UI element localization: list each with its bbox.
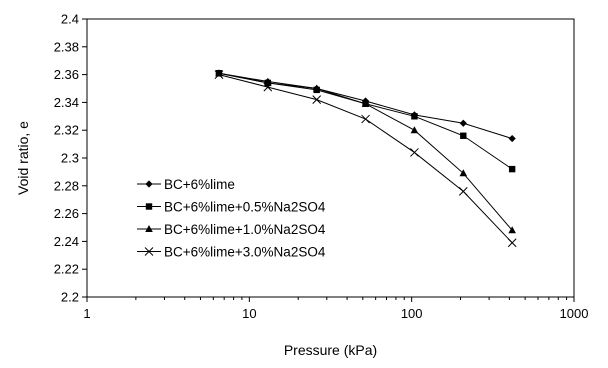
data-point <box>312 95 322 104</box>
y-tick-label: 2.34 <box>54 95 79 110</box>
legend-marker <box>145 180 153 188</box>
axis-ticks <box>82 18 575 302</box>
legend: BC+6%lime BC+6%lime+0.5%Na2SO4 BC+6%lime+1… <box>137 177 326 260</box>
data-point <box>460 132 467 139</box>
data-point <box>215 69 223 77</box>
data-point <box>410 148 419 157</box>
x-tick-label: 100 <box>401 306 423 321</box>
data-point <box>264 78 272 86</box>
y-tick-label: 2.28 <box>54 178 79 193</box>
x-axis-title: Pressure (kPa) <box>284 342 377 358</box>
data-point <box>508 226 516 234</box>
legend-marker <box>145 203 153 210</box>
y-tick-label: 2.32 <box>54 123 79 138</box>
data-point <box>312 84 321 92</box>
y-tick-label: 2.4 <box>61 12 79 27</box>
data-point <box>361 114 370 124</box>
data-point <box>361 99 370 107</box>
legend-label: BC+6%lime+3.0%Na2SO4 <box>164 245 326 260</box>
legend-label: BC+6%lime+0.5%Na2SO4 <box>164 200 326 215</box>
legend-marker <box>144 247 154 256</box>
x-tick-label: 1000 <box>560 306 589 321</box>
y-tick-label: 2.24 <box>54 234 79 249</box>
y-axis-title: Void ratio, e <box>15 121 31 195</box>
y-tick-label: 2.36 <box>54 67 79 82</box>
legend-marker <box>145 225 153 232</box>
series-3 <box>215 69 516 234</box>
legend-label: BC+6%lime+1.0%Na2SO4 <box>164 222 326 237</box>
data-point <box>410 126 419 134</box>
y-tick-label: 2.38 <box>54 39 79 54</box>
plot-area-border <box>86 18 575 298</box>
y-tick-label: 2.2 <box>61 290 79 305</box>
data-point <box>508 165 516 173</box>
y-tick-label: 2.22 <box>54 262 79 277</box>
legend-item: BC+6%lime+0.5%Na2SO4 <box>137 200 326 215</box>
y-tick-label: 2.26 <box>54 206 79 221</box>
legend-item: BC+6%lime <box>137 177 235 192</box>
legend-item: BC+6%lime+3.0%Na2SO4 <box>137 245 326 260</box>
y-tick-label: 2.3 <box>61 151 79 166</box>
series-4 <box>214 70 517 248</box>
legend-label: BC+6%lime <box>164 177 235 192</box>
data-point <box>458 187 468 196</box>
data-point <box>411 113 418 120</box>
legend-item: BC+6%lime+1.0%Na2SO4 <box>137 222 326 237</box>
data-point <box>263 82 273 92</box>
x-tick-label: 1 <box>83 306 90 321</box>
data-point <box>459 169 468 177</box>
data-point <box>459 119 467 127</box>
tick-labels: 2.2 2.22 2.24 2.26 2.28 2.3 2.32 2.34 2.36 2.38 2.… <box>54 12 589 322</box>
data-point <box>507 238 517 248</box>
data-point <box>508 134 516 143</box>
data-point <box>214 70 224 79</box>
series-group <box>214 69 517 248</box>
series-line <box>218 72 513 170</box>
x-tick-label: 10 <box>242 306 256 321</box>
